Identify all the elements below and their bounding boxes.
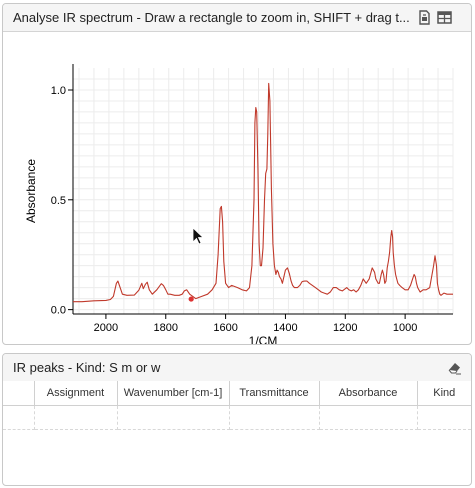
- x-tick-label: 1800: [154, 322, 178, 334]
- peaks-table-header-row: Assignment Wavenumber [cm-1] Transmittan…: [3, 381, 471, 406]
- x-tick-label: 1200: [333, 322, 357, 334]
- x-tick-label: 1600: [213, 322, 237, 334]
- x-tick-label: 2000: [94, 322, 118, 334]
- mouse-cursor-icon: [192, 227, 205, 245]
- export-image-icon[interactable]: [417, 10, 432, 25]
- column-header-row-number: [3, 381, 35, 406]
- y-tick-label: 1.0: [51, 85, 66, 97]
- column-header-assignment[interactable]: Assignment: [34, 381, 118, 406]
- spectrum-panel-title: Analyse IR spectrum - Draw a rectangle t…: [13, 10, 410, 25]
- table-cell[interactable]: [319, 405, 418, 430]
- column-header-absorbance[interactable]: Absorbance: [319, 381, 418, 406]
- table-cell[interactable]: [117, 405, 230, 430]
- table-cell[interactable]: [417, 405, 471, 430]
- table-cell[interactable]: [3, 405, 35, 430]
- table-cell[interactable]: [229, 405, 320, 430]
- table-row[interactable]: [3, 405, 471, 430]
- ir-peaks-table: Assignment Wavenumber [cm-1] Transmittan…: [3, 381, 471, 430]
- column-header-wavenumber[interactable]: Wavenumber [cm-1]: [117, 381, 230, 406]
- column-header-transmittance[interactable]: Transmittance: [229, 381, 320, 406]
- spectrum-line: [73, 82, 453, 303]
- spectrum-panel-header: Analyse IR spectrum - Draw a rectangle t…: [3, 4, 471, 32]
- ir-peaks-panel: IR peaks - Kind: S m or w Assignment Wav…: [2, 353, 472, 486]
- peaks-panel-title: IR peaks - Kind: S m or w: [13, 360, 161, 375]
- y-axis-title: Absorbance: [24, 159, 38, 223]
- y-tick-label: 0.0: [51, 305, 66, 317]
- table-cell[interactable]: [34, 405, 118, 430]
- x-tick-label: 1000: [393, 322, 417, 334]
- column-header-kind[interactable]: Kind: [417, 381, 471, 406]
- table-icon[interactable]: [437, 10, 452, 25]
- x-axis-title: 1/CM: [249, 334, 278, 344]
- y-tick-label: 0.5: [51, 195, 66, 207]
- ir-spectrum-panel: Analyse IR spectrum - Draw a rectangle t…: [2, 3, 472, 345]
- selected-point-marker: [188, 296, 194, 302]
- peaks-panel-header: IR peaks - Kind: S m or w: [3, 354, 471, 382]
- x-tick-label: 1400: [273, 322, 297, 334]
- eraser-icon[interactable]: [447, 360, 462, 375]
- ir-spectrum-chart[interactable]: 2000 1800 1600 1400 1200 1000 0.0 0.5 1.0 1/CM Abs…: [3, 32, 471, 344]
